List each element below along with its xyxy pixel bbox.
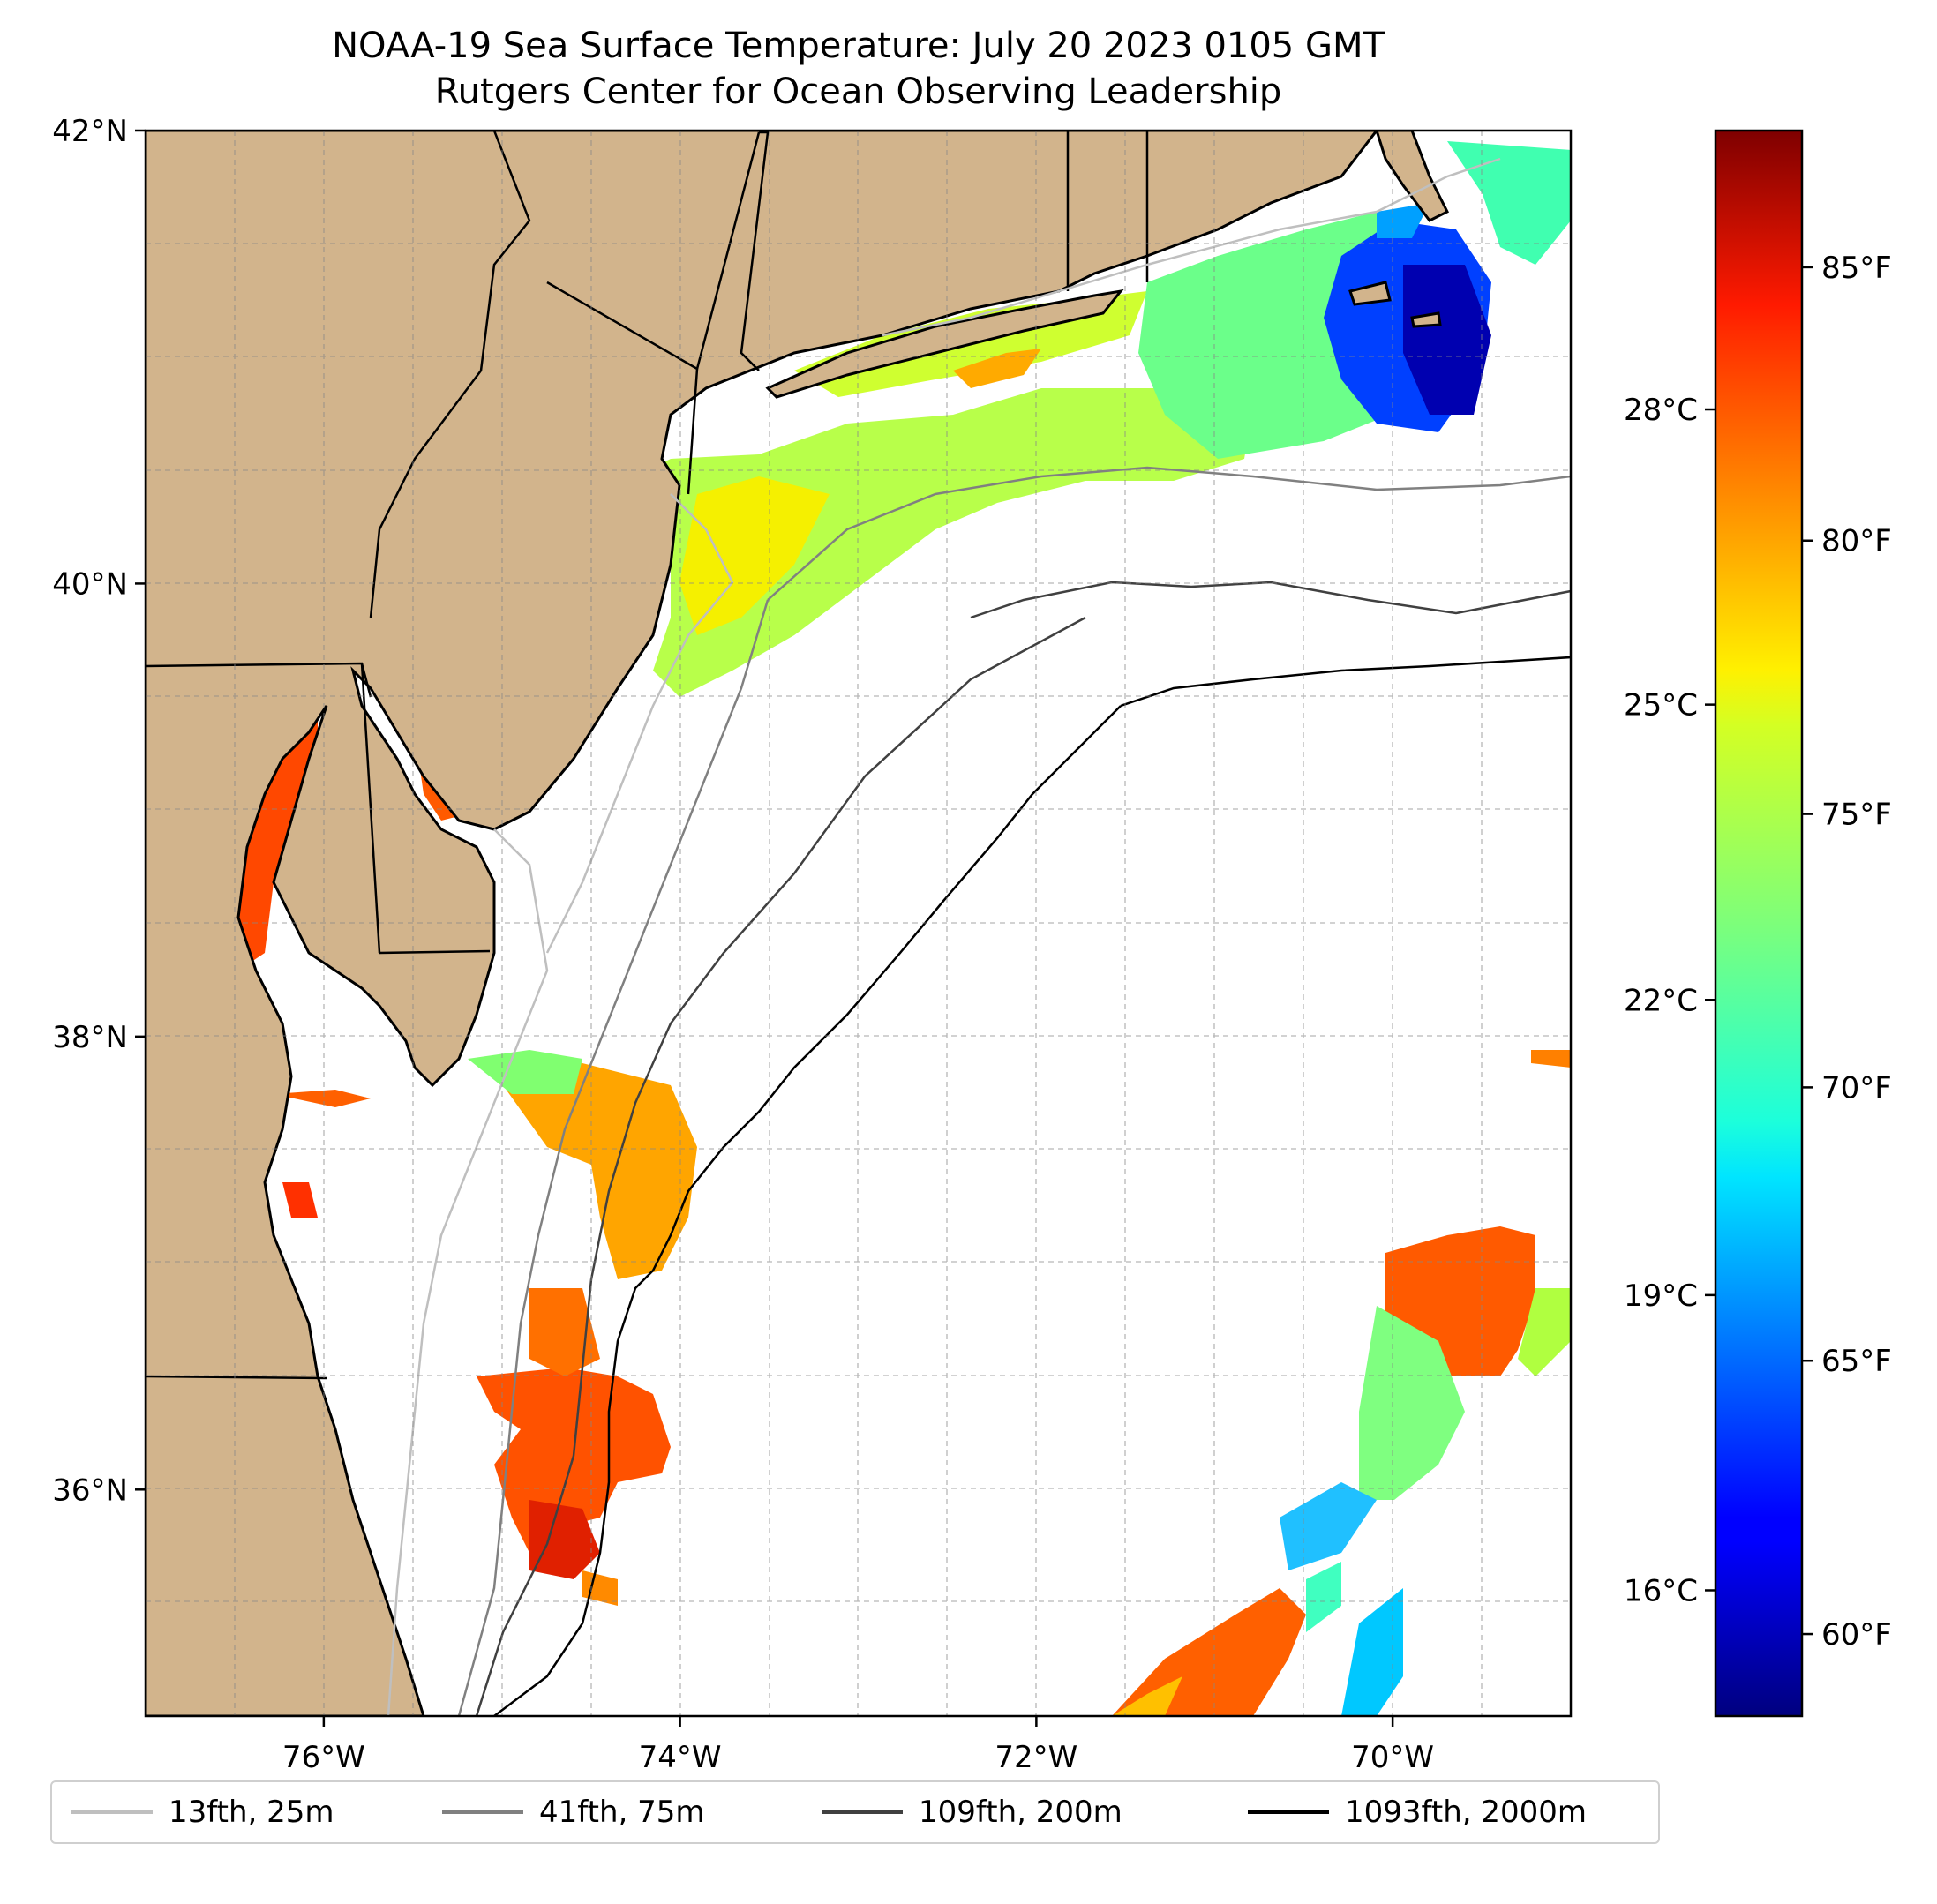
sst-patch-ny-bight — [635, 388, 1253, 697]
sst-patch-nc-red — [529, 1500, 600, 1579]
legend-label-25m: 13fth, 25m — [169, 1795, 334, 1830]
contour-2000m-north — [1120, 656, 1571, 708]
title-line-2: Rutgers Center for Ocean Observing Leade… — [434, 71, 1282, 112]
colorbar — [1714, 129, 1804, 1718]
legend-line-75m — [442, 1810, 523, 1814]
fahrenheit-tick-label: 65°F — [1821, 1344, 1892, 1379]
y-tick-label: 42°N — [52, 114, 128, 149]
land-cape-cod — [1375, 131, 1450, 222]
map-area — [146, 131, 1571, 1716]
legend-item-2000m: 1093fth, 2000m — [1248, 1782, 1587, 1842]
fahrenheit-tick-label: 60°F — [1821, 1617, 1892, 1653]
contour-25m-north — [545, 493, 734, 954]
legend-line-25m — [71, 1810, 153, 1814]
map-frame — [144, 129, 1573, 1718]
figure-title: NOAA-19 Sea Surface Temperature: July 20… — [146, 23, 1571, 115]
sst-patch-ne-edge — [1447, 141, 1571, 265]
state-boundaries — [146, 131, 1149, 1380]
sst-patch-southeast-green — [1306, 1562, 1341, 1632]
contour-200m — [475, 616, 1086, 1716]
sst-patch-coldest — [1403, 265, 1491, 415]
contour-25m-ne — [882, 157, 1501, 337]
sst-patch-east-edge-orange — [1531, 1050, 1571, 1068]
legend-label-2000m: 1093fth, 2000m — [1345, 1795, 1588, 1830]
contour-75m-north — [767, 466, 1571, 601]
legend-item-200m: 109fth, 200m — [822, 1782, 1122, 1842]
x-tick-label: 72°W — [995, 1740, 1077, 1775]
legend-label-200m: 109fth, 200m — [919, 1795, 1122, 1830]
legend-item-75m: 41fth, 75m — [442, 1782, 705, 1842]
x-tick-label: 74°W — [639, 1740, 722, 1775]
sst-patch-york — [282, 1182, 318, 1218]
legend-label-75m: 41fth, 75m — [539, 1795, 705, 1830]
sst-patch-buzzards — [1377, 203, 1430, 238]
fahrenheit-tick-label: 85°F — [1821, 251, 1892, 286]
celsius-tick-label: 22°C — [1624, 983, 1698, 1018]
title-line-1: NOAA-19 Sea Surface Temperature: July 20… — [332, 26, 1385, 66]
fahrenheit-tick-label: 75°F — [1821, 798, 1892, 833]
sst-patch-nc-orange — [529, 1288, 600, 1376]
fahrenheit-tick-label: 80°F — [1821, 524, 1892, 559]
legend-line-200m — [822, 1810, 903, 1814]
sst-patch-pocomoke — [274, 1090, 371, 1107]
sst-patch-southeast-cyan — [1341, 1588, 1403, 1716]
x-tick-label: 76°W — [282, 1740, 365, 1775]
sst-data-layer — [146, 141, 1571, 1716]
contour-2000m — [493, 705, 1122, 1716]
sst-patch-southeast-warm — [1112, 1588, 1306, 1716]
contour-200m-north — [970, 581, 1571, 619]
sst-patch-gulf-stream-edge — [1518, 1288, 1571, 1376]
bathymetry-contours — [387, 157, 1571, 1716]
sst-patch-li-orange — [953, 349, 1041, 388]
x-tick-label: 70°W — [1351, 1740, 1434, 1775]
sst-patch-virginia-shelf — [503, 1059, 697, 1279]
celsius-tick-label: 28°C — [1624, 393, 1698, 428]
colorbar-ticks: 28°C 25°C 22°C 19°C 16°C 85°F 80°F 75°F 70°F 65°F… — [1624, 251, 1892, 1653]
grid-lines — [146, 131, 1571, 1716]
y-tick-label: 36°N — [52, 1473, 128, 1508]
celsius-tick-label: 16°C — [1624, 1573, 1698, 1608]
sst-patch-ny-bight-yellow — [679, 476, 830, 635]
land-long-island — [765, 289, 1124, 399]
sst-patch-nc-shelf — [477, 1368, 671, 1553]
y-tick-label: 38°N — [52, 1020, 128, 1055]
contour-75m — [457, 599, 770, 1716]
celsius-tick-label: 25°C — [1624, 688, 1698, 723]
sst-patch-gulf-stream-green — [1359, 1306, 1465, 1500]
legend-item-25m: 13fth, 25m — [71, 1782, 334, 1842]
land-martha-vineyard — [1348, 281, 1392, 306]
fahrenheit-tick-label: 70°F — [1821, 1070, 1892, 1106]
legend-line-2000m — [1248, 1810, 1329, 1814]
contour-25m — [387, 828, 549, 1716]
contour-legend: 13fth, 25m 41fth, 75m 109fth, 200m 1093f… — [50, 1780, 1660, 1844]
axis-ticks: 76°W 74°W 72°W 70°W 42°N 40°N 38°N 36°N — [52, 114, 1434, 1775]
celsius-tick-label: 19°C — [1624, 1278, 1698, 1314]
sst-patch-virginia-green — [468, 1050, 582, 1094]
land-nantucket — [1410, 311, 1442, 328]
y-tick-label: 40°N — [52, 566, 128, 602]
sst-patch-southeast-yellow — [1112, 1676, 1182, 1716]
